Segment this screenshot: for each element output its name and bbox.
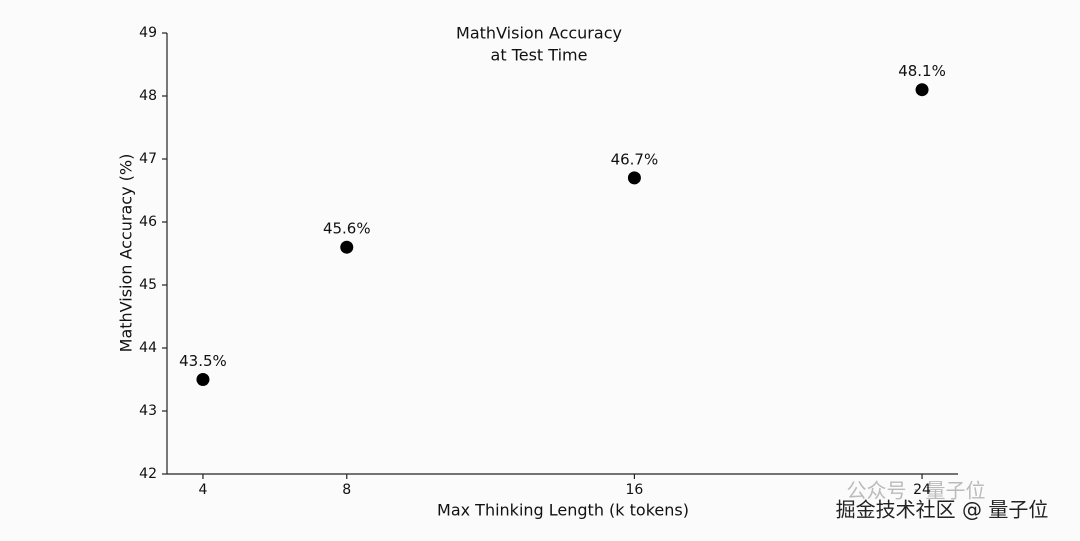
x-tick-label: 24 (913, 482, 931, 498)
y-tick-label: 44 (139, 340, 157, 356)
watermark: 掘金技术社区 @ 量子位 (836, 498, 1049, 522)
x-tick-label: 4 (198, 482, 207, 498)
y-tick-label: 49 (139, 25, 157, 41)
data-label: 43.5% (179, 352, 227, 370)
y-tick-label: 48 (139, 88, 157, 104)
point (340, 240, 354, 254)
y-tick-label: 42 (139, 466, 157, 482)
x-tick-label: 16 (625, 482, 643, 498)
y-tick-label: 43 (139, 403, 157, 419)
data-label: 46.7% (611, 150, 659, 168)
y-axis-label: MathVision Accuracy (%) (117, 154, 136, 353)
x-axis-label: Max Thinking Length (k tokens) (437, 501, 689, 520)
point (627, 171, 641, 185)
y-tick-label: 46 (139, 214, 157, 230)
y-tick-label: 45 (139, 277, 157, 293)
chart-title: MathVision Accuracy (456, 24, 622, 43)
watermark: 公众号 · 量子位 (846, 479, 985, 503)
x-tick-label: 8 (342, 482, 351, 498)
data-label: 48.1% (898, 62, 946, 80)
point (196, 373, 210, 386)
point (915, 83, 929, 97)
y-tick-label: 47 (139, 151, 157, 167)
chart-subtitle: at Test Time (491, 46, 588, 65)
data-label: 45.6% (323, 220, 371, 238)
